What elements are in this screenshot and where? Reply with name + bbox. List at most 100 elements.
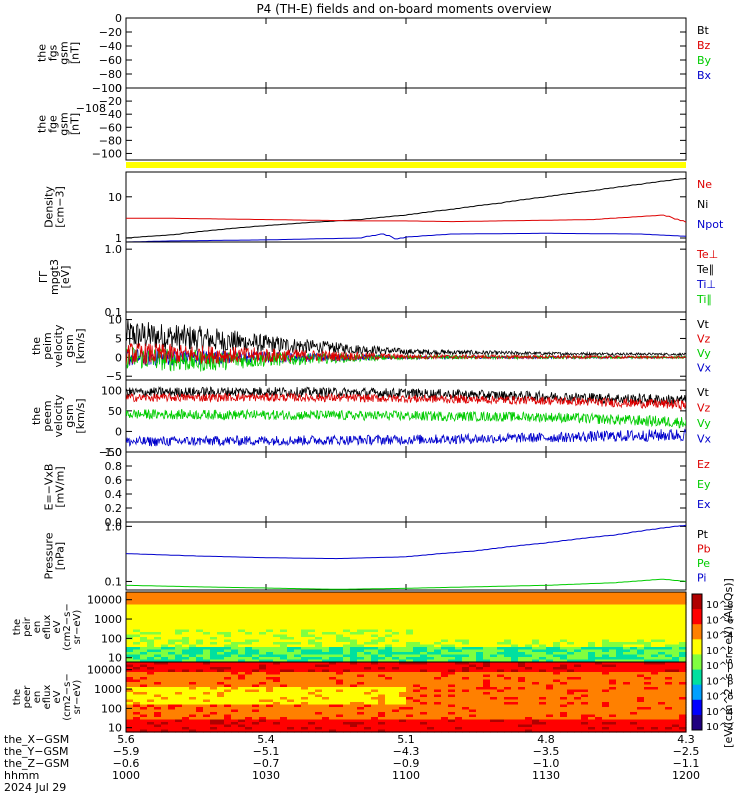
spectrogram-cell [168, 629, 176, 633]
spectrogram-cell [336, 644, 344, 648]
spectrogram-cell [560, 712, 568, 716]
spectrogram-cell [308, 599, 316, 603]
spectrogram-cell [602, 727, 610, 731]
spectrogram-cell [252, 622, 260, 626]
spectrogram-cell [287, 619, 295, 623]
spectrogram-cell [259, 707, 267, 711]
spectrogram-cell [189, 609, 197, 613]
spectrogram-cell [161, 637, 169, 641]
spectrogram-cell [371, 727, 379, 731]
spectrogram-cell [462, 672, 470, 676]
colorbar-tick-label: 10^0 [706, 661, 733, 672]
spectrogram-cell [238, 649, 246, 653]
spectrogram-cell [238, 697, 246, 701]
spectrogram-cell [287, 612, 295, 616]
spectrogram-cell [637, 714, 645, 718]
spectrogram-cell [427, 709, 435, 713]
spectrogram-cell [469, 602, 477, 606]
spectrogram-cell [399, 709, 407, 713]
spectrogram-cell [364, 609, 372, 613]
spectrogram-cell [560, 594, 568, 598]
spectrogram-cell [126, 649, 134, 653]
spectrogram-cell [651, 674, 659, 678]
spectrogram-cell [658, 667, 666, 671]
spectrogram-cell [616, 622, 624, 626]
spectrogram-cell [371, 662, 379, 666]
spectrogram-cell [175, 707, 183, 711]
spectrogram-cell [595, 637, 603, 641]
spectrogram-cell [462, 597, 470, 601]
spectrogram-cell [182, 674, 190, 678]
spectrogram-cell [511, 637, 519, 641]
spectrogram-cell [350, 607, 358, 611]
spectrogram-cell [637, 597, 645, 601]
spectrogram-cell [294, 627, 302, 631]
spectrogram-cell [231, 647, 239, 651]
spectrogram-cell [231, 659, 239, 663]
spectrogram-cell [350, 679, 358, 683]
spectrogram-cell [609, 622, 617, 626]
spectrogram-cell [322, 634, 330, 638]
spectrogram-cell [616, 607, 624, 611]
spectrogram-cell [574, 679, 582, 683]
spectrogram-cell [525, 727, 533, 731]
x-axis-row-label: the_Y−GSM [4, 745, 69, 758]
spectrogram-cell [238, 677, 246, 681]
legend-pb: Pb [697, 543, 711, 556]
spectrogram-cell [658, 609, 666, 613]
spectrogram-cell [259, 627, 267, 631]
spectrogram-cell [476, 644, 484, 648]
y-tick-label: −5 [106, 370, 122, 383]
spectrogram-cell [196, 644, 204, 648]
spectrogram-cell [490, 659, 498, 663]
spectrogram-cell [322, 604, 330, 608]
spectrogram-cell [483, 644, 491, 648]
spectrogram-cell [364, 649, 372, 653]
spectrogram-cell [511, 642, 519, 646]
series-pe [126, 578, 686, 590]
spectrogram-cell [266, 629, 274, 633]
spectrogram-cell [623, 697, 631, 701]
spectrogram-cell [567, 642, 575, 646]
spectrogram-cell [182, 689, 190, 693]
spectrogram-cell [280, 659, 288, 663]
spectrogram-cell [462, 697, 470, 701]
spectrogram-cell [392, 709, 400, 713]
spectrogram-cell [525, 674, 533, 678]
spectrogram-cell [602, 709, 610, 713]
spectrogram-cell [441, 712, 449, 716]
spectrogram-cell [238, 659, 246, 663]
spectrogram-cell [238, 682, 246, 686]
spectrogram-cell [434, 632, 442, 636]
spectrogram-cell [434, 697, 442, 701]
spectrogram-cell [336, 597, 344, 601]
spectrogram-cell [371, 592, 379, 596]
spectrogram-cell [196, 682, 204, 686]
spectrogram-cell [217, 727, 225, 731]
spectrogram-cell [336, 639, 344, 643]
spectrogram-cell [343, 607, 351, 611]
spectrogram-cell [203, 632, 211, 636]
spectrogram-cell [392, 674, 400, 678]
spectrogram-cell [301, 654, 309, 658]
spectrogram-cell [287, 644, 295, 648]
spectrogram-cell [280, 649, 288, 653]
spectrogram-cell [217, 629, 225, 633]
y-axis-label: the [36, 115, 49, 133]
spectrogram-cell [231, 617, 239, 621]
spectrogram-cell [483, 627, 491, 631]
spectrogram-cell [490, 682, 498, 686]
spectrogram-cell [574, 657, 582, 661]
spectrogram-cell [637, 602, 645, 606]
spectrogram-cell [448, 677, 456, 681]
spectrogram-cell [343, 712, 351, 716]
spectrogram-cell [238, 717, 246, 721]
spectrogram-cell [560, 597, 568, 601]
spectrogram-cell [504, 622, 512, 626]
spectrogram-cell [350, 667, 358, 671]
spectrogram-cell [231, 702, 239, 706]
spectrogram-cell [434, 602, 442, 606]
spectrogram-cell [616, 699, 624, 703]
spectrogram-cell [322, 704, 330, 708]
spectrogram-cell [602, 627, 610, 631]
